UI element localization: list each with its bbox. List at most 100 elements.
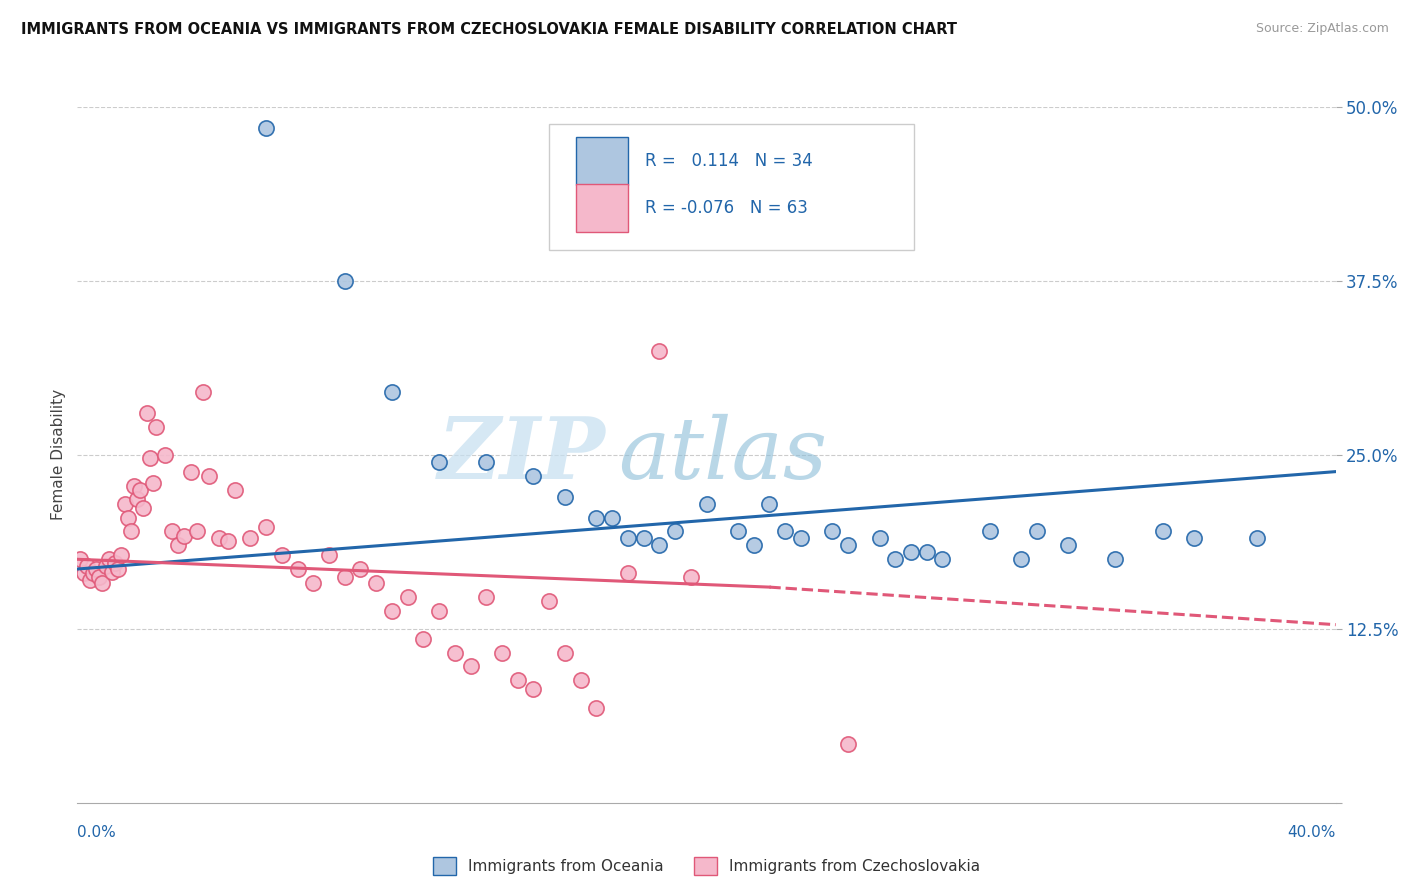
Point xyxy=(138,450,160,465)
Point xyxy=(79,573,101,587)
Point xyxy=(617,566,640,581)
Point xyxy=(742,538,765,552)
Point xyxy=(1057,538,1080,552)
Point xyxy=(198,468,221,483)
Legend: Immigrants from Oceania, Immigrants from Czechoslovakia: Immigrants from Oceania, Immigrants from… xyxy=(433,856,980,875)
Point xyxy=(1025,524,1047,539)
Text: ZIP: ZIP xyxy=(439,413,606,497)
Point xyxy=(475,455,498,469)
Point xyxy=(1152,524,1174,539)
Point xyxy=(127,492,149,507)
Point xyxy=(97,552,120,566)
Point xyxy=(648,343,671,358)
Point xyxy=(696,497,718,511)
Point xyxy=(600,510,623,524)
Point xyxy=(522,468,544,483)
Point xyxy=(104,557,127,571)
Point xyxy=(427,604,450,618)
Point xyxy=(69,552,91,566)
Point xyxy=(427,455,450,469)
Point xyxy=(155,448,177,462)
Point xyxy=(821,524,844,539)
FancyBboxPatch shape xyxy=(575,185,628,232)
Point xyxy=(491,646,513,660)
Point xyxy=(554,490,576,504)
Text: 0.0%: 0.0% xyxy=(77,825,117,840)
Point xyxy=(538,594,561,608)
Point xyxy=(444,646,467,660)
Point xyxy=(318,548,340,562)
Point xyxy=(135,406,157,420)
Point xyxy=(381,385,404,400)
Point xyxy=(648,538,671,552)
Point xyxy=(366,576,388,591)
Text: Source: ZipAtlas.com: Source: ZipAtlas.com xyxy=(1256,22,1389,36)
Point xyxy=(142,475,165,490)
Point xyxy=(180,465,202,479)
Text: atlas: atlas xyxy=(619,414,828,496)
Point xyxy=(837,538,859,552)
Point xyxy=(475,590,498,604)
Point xyxy=(773,524,796,539)
Point xyxy=(145,420,167,434)
Point xyxy=(72,566,94,581)
Point xyxy=(76,559,98,574)
Point xyxy=(460,659,482,673)
Point xyxy=(585,510,607,524)
Point xyxy=(931,552,953,566)
Y-axis label: Female Disability: Female Disability xyxy=(51,389,66,521)
Point xyxy=(349,562,371,576)
Point xyxy=(569,673,592,688)
Point xyxy=(617,532,640,546)
Point xyxy=(869,532,891,546)
Point xyxy=(1246,532,1268,546)
Point xyxy=(506,673,529,688)
Text: R = -0.076   N = 63: R = -0.076 N = 63 xyxy=(645,199,807,218)
Point xyxy=(117,510,139,524)
Point xyxy=(129,483,152,497)
FancyBboxPatch shape xyxy=(550,124,914,250)
Point xyxy=(270,548,292,562)
FancyBboxPatch shape xyxy=(575,137,628,185)
Point xyxy=(91,576,114,591)
Point xyxy=(679,570,702,584)
Point xyxy=(254,120,277,135)
Point xyxy=(101,565,124,579)
Point xyxy=(132,500,155,515)
Point xyxy=(89,570,111,584)
Point xyxy=(1104,552,1126,566)
Point xyxy=(381,604,404,618)
Point xyxy=(254,520,277,534)
Point xyxy=(727,524,749,539)
Text: R =   0.114   N = 34: R = 0.114 N = 34 xyxy=(645,152,813,170)
Point xyxy=(82,566,104,581)
Point xyxy=(224,483,246,497)
Point xyxy=(287,562,309,576)
Point xyxy=(1010,552,1032,566)
Point xyxy=(884,552,907,566)
Point xyxy=(191,385,215,400)
Point xyxy=(173,528,195,542)
Point xyxy=(208,532,231,546)
Point xyxy=(585,701,607,715)
Point xyxy=(167,538,190,552)
Point xyxy=(1182,532,1205,546)
Point xyxy=(84,562,107,576)
Point xyxy=(160,524,183,539)
Point xyxy=(790,532,813,546)
Point xyxy=(837,737,859,751)
Point xyxy=(239,532,262,546)
Point xyxy=(758,497,780,511)
Point xyxy=(900,545,922,559)
Point xyxy=(979,524,1001,539)
Point xyxy=(333,570,356,584)
Point xyxy=(186,524,208,539)
Point xyxy=(122,478,145,492)
Point xyxy=(915,545,938,559)
Point xyxy=(114,497,136,511)
Point xyxy=(120,524,142,539)
Point xyxy=(396,590,419,604)
Point xyxy=(333,274,356,288)
Point xyxy=(217,534,239,549)
Point xyxy=(94,559,117,574)
